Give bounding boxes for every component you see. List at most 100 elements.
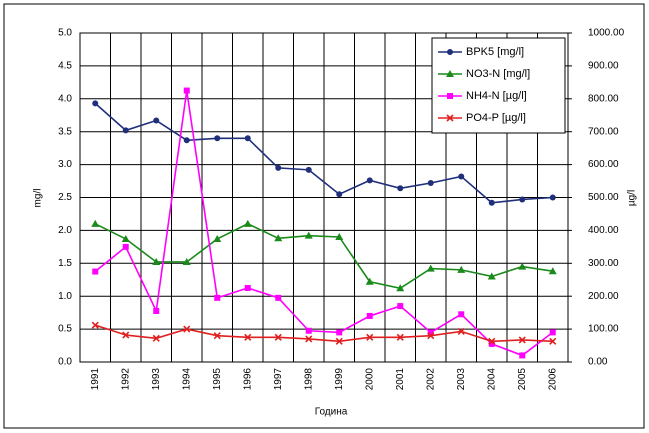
marker [457, 265, 466, 273]
marker [152, 334, 160, 342]
marker [152, 257, 161, 265]
marker [183, 87, 190, 94]
x-tick-label: 2003 [456, 368, 467, 391]
marker [366, 312, 373, 319]
marker [122, 243, 129, 250]
marker [305, 166, 312, 173]
marker [518, 336, 526, 344]
y-tick-label: 4.0 [58, 93, 72, 104]
x-tick-label: 1993 [151, 368, 162, 391]
marker [446, 114, 454, 122]
series-line [95, 324, 553, 343]
marker [244, 333, 252, 341]
y-tick-label: 1.0 [58, 291, 72, 302]
marker [549, 337, 557, 345]
x-tick-label: 2002 [425, 368, 436, 391]
marker [365, 277, 374, 285]
x-tick-label: 2001 [395, 368, 406, 391]
marker [336, 329, 343, 336]
marker [519, 196, 526, 203]
marker [183, 137, 190, 144]
marker [304, 231, 313, 239]
marker [366, 177, 373, 184]
marker [91, 219, 100, 227]
marker [305, 327, 312, 334]
marker [488, 340, 495, 347]
y2-tick-label: 600.00 [588, 159, 619, 170]
marker [92, 268, 99, 275]
x-tick-label: 1994 [181, 368, 192, 391]
marker [366, 333, 374, 341]
marker [183, 325, 191, 333]
x-tick-label: 1995 [212, 368, 223, 391]
marker [488, 199, 495, 206]
series-line [94, 90, 554, 357]
y2-tick-label: 400.00 [588, 225, 619, 236]
legend [431, 37, 566, 134]
y-tick-label: 3.0 [58, 159, 72, 170]
x-tick-label: 1999 [334, 368, 345, 391]
marker [447, 93, 453, 99]
y-tick-label: 2.5 [58, 192, 72, 203]
marker [274, 234, 283, 242]
marker [92, 100, 99, 107]
marker [447, 49, 453, 55]
marker [488, 337, 496, 345]
marker [458, 173, 465, 180]
marker [397, 303, 404, 310]
marker [427, 329, 434, 336]
y-tick-label: 2.0 [58, 225, 72, 236]
x-tick-label: 2005 [517, 368, 528, 391]
marker [244, 135, 251, 142]
x-tick-label: 1992 [120, 368, 131, 391]
legend-label: NH4-N [µg/l] [466, 90, 527, 102]
x-tick-label: 1991 [90, 368, 101, 391]
x-tick-label: 1998 [303, 368, 314, 391]
legend-label: PO4-P [µg/l] [466, 112, 526, 124]
marker [549, 329, 556, 336]
marker [397, 185, 404, 192]
marker [214, 135, 221, 142]
y2-tick-label: 0.00 [588, 357, 608, 368]
y-axis-label: mg/l [33, 189, 44, 208]
y2-tick-label: 300.00 [588, 258, 619, 269]
marker [446, 70, 454, 77]
marker [548, 267, 557, 275]
marker [243, 219, 252, 227]
marker [457, 327, 465, 335]
legend-label: BPK5 [mg/l] [466, 46, 524, 58]
y2-tick-label: 200.00 [588, 291, 619, 302]
marker [427, 180, 434, 187]
marker [121, 234, 130, 242]
y-tick-label: 0.5 [58, 324, 72, 335]
y-tick-label: 5.0 [58, 28, 72, 39]
marker [122, 331, 130, 339]
y2-tick-label: 800.00 [588, 93, 619, 104]
marker [214, 294, 221, 301]
marker [153, 117, 160, 124]
marker [519, 352, 526, 359]
series-line [94, 222, 553, 290]
marker [122, 127, 129, 134]
y-tick-label: 4.5 [58, 61, 72, 72]
marker [549, 194, 556, 201]
marker [91, 321, 99, 329]
marker [244, 284, 251, 291]
x-tick-label: 2000 [364, 368, 375, 391]
x-tick-label: 1997 [273, 368, 284, 391]
marker [518, 262, 527, 270]
y2-tick-label: 100.00 [588, 324, 619, 335]
x-tick-label: 2006 [547, 368, 558, 391]
marker [427, 332, 435, 340]
marker [458, 311, 465, 318]
marker [275, 164, 282, 171]
marker [396, 333, 404, 341]
marker [275, 294, 282, 301]
marker [305, 335, 313, 343]
marker [335, 337, 343, 345]
y2-axis-label: µg/l [627, 190, 638, 206]
y2-tick-label: 500.00 [588, 192, 619, 203]
y-tick-label: 0.0 [58, 357, 72, 368]
x-tick-label: 1996 [242, 368, 253, 391]
